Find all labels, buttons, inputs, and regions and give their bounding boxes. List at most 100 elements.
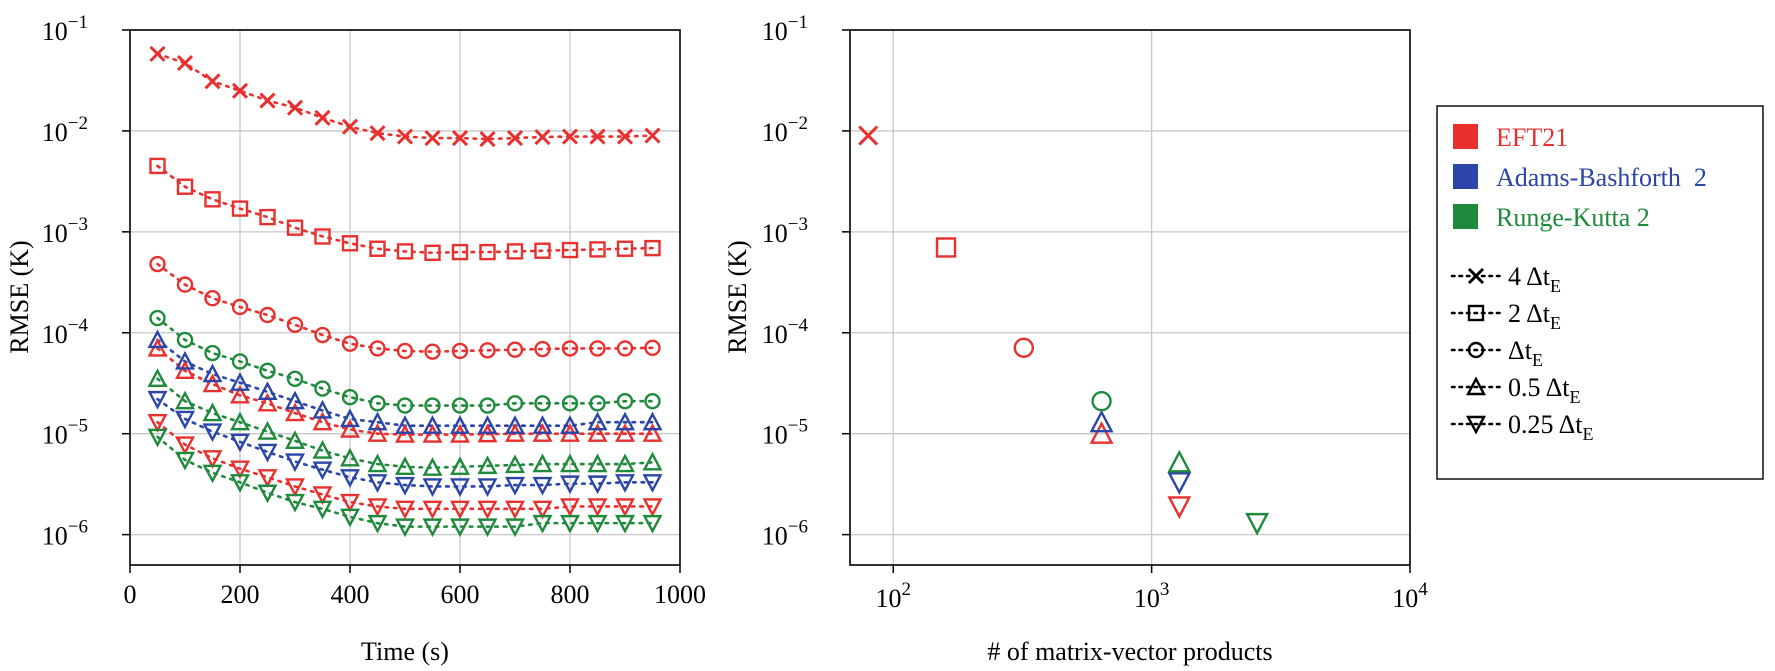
left-data-point bbox=[532, 453, 553, 473]
right-x-tick-label: 103 bbox=[1134, 579, 1170, 613]
left-data-point bbox=[642, 423, 663, 442]
right-x-tick-label: 104 bbox=[1392, 579, 1428, 613]
left-data-point bbox=[286, 99, 304, 116]
right-x-tick-label: 102 bbox=[876, 579, 912, 613]
left-x-tick-label: 0 bbox=[124, 580, 137, 609]
left-y-tick-label: 10−1 bbox=[42, 12, 88, 46]
right-data-point bbox=[1167, 472, 1192, 495]
right-data-point bbox=[1245, 512, 1270, 536]
right-ticks: 102 103 104 10−6 10−5 10−4 10−3 10−2 10−1 bbox=[762, 12, 1428, 613]
left-data-point bbox=[341, 388, 359, 406]
left-y-tick-label: 10−4 bbox=[42, 315, 89, 349]
legend-step-label: ΔtE bbox=[1508, 336, 1543, 370]
left-data-point bbox=[395, 518, 415, 538]
left-data-point bbox=[341, 335, 359, 352]
left-data-point bbox=[589, 395, 606, 412]
left-data-point bbox=[534, 128, 551, 146]
left-y-tick-label: 10−6 bbox=[42, 517, 88, 551]
left-data-point bbox=[450, 518, 470, 538]
left-data-point bbox=[616, 240, 634, 257]
left-series-markers bbox=[147, 45, 663, 538]
left-data-point bbox=[257, 421, 278, 440]
left-data-point bbox=[176, 331, 194, 349]
left-data-point bbox=[587, 453, 608, 473]
legend-method-label: Adams-Bashforth 2 bbox=[1496, 163, 1707, 192]
left-data-point bbox=[286, 316, 304, 333]
left-data-point bbox=[505, 415, 525, 434]
left-data-point bbox=[450, 500, 470, 520]
left-data-point bbox=[616, 392, 634, 410]
left-plot-frame bbox=[129, 29, 681, 566]
legend-marker bbox=[1466, 415, 1486, 435]
left-data-point bbox=[257, 392, 278, 412]
left-data-point bbox=[259, 208, 276, 226]
legend: EFT21 Adams-Bashforth 2 Runge-Kutta 2 4 Δt… bbox=[1436, 105, 1764, 480]
left-data-point bbox=[642, 411, 663, 431]
left-x-tick-label: 1000 bbox=[654, 580, 706, 609]
left-data-point bbox=[231, 298, 249, 316]
right-y-tick-label: 10−5 bbox=[762, 416, 808, 450]
left-data-point bbox=[259, 362, 276, 379]
right-data-point bbox=[1089, 421, 1114, 444]
legend-marker bbox=[1467, 267, 1485, 285]
left-data-point bbox=[147, 413, 168, 433]
left-data-point bbox=[340, 469, 360, 488]
right-y-tick-label: 10−3 bbox=[762, 214, 808, 248]
left-data-point bbox=[314, 228, 331, 245]
left-data-point bbox=[532, 514, 553, 534]
left-data-point bbox=[560, 498, 580, 518]
left-data-point bbox=[560, 453, 580, 473]
left-data-point bbox=[314, 380, 331, 397]
right-plot-frame bbox=[849, 29, 1411, 566]
left-data-point bbox=[231, 353, 249, 370]
left-data-point bbox=[147, 390, 168, 410]
left-data-point bbox=[231, 82, 249, 99]
left-data-point bbox=[534, 340, 551, 358]
left-data-point bbox=[422, 500, 443, 520]
left-data-point bbox=[285, 493, 305, 513]
left-data-point bbox=[286, 370, 304, 387]
left-data-point bbox=[506, 243, 524, 260]
left-data-point bbox=[477, 455, 498, 475]
left-data-point bbox=[230, 474, 250, 493]
legend-step-label: 2 ΔtE bbox=[1508, 299, 1561, 333]
left-data-point bbox=[615, 474, 635, 493]
left-data-point bbox=[644, 339, 661, 356]
left-data-point bbox=[176, 178, 194, 195]
legend-marker bbox=[1467, 304, 1485, 322]
left-data-point bbox=[396, 128, 414, 145]
left-data-point bbox=[451, 129, 469, 147]
left-data-point bbox=[147, 329, 168, 349]
left-data-point bbox=[560, 475, 580, 495]
left-data-point bbox=[615, 514, 635, 534]
left-data-point bbox=[644, 392, 661, 410]
left-data-point bbox=[561, 241, 579, 259]
left-data-point bbox=[589, 340, 606, 357]
left-data-point bbox=[642, 451, 663, 471]
left-data-point bbox=[312, 399, 333, 419]
left-data-point bbox=[314, 326, 331, 344]
left-data-point bbox=[587, 423, 608, 442]
left-series-line bbox=[156, 347, 654, 436]
right-grid bbox=[850, 29, 1411, 565]
left-data-point bbox=[149, 255, 166, 273]
left-data-point bbox=[314, 109, 331, 126]
legend-method-label: EFT21 bbox=[1496, 123, 1568, 152]
left-data-point bbox=[312, 461, 333, 481]
right-data-point bbox=[935, 237, 957, 258]
left-data-point bbox=[147, 368, 168, 387]
left-data-point bbox=[615, 411, 635, 431]
left-data-point bbox=[644, 127, 661, 144]
left-data-point bbox=[422, 478, 443, 498]
left-data-point bbox=[479, 243, 496, 261]
left-data-point bbox=[587, 475, 608, 495]
left-data-point bbox=[396, 397, 414, 414]
left-data-point bbox=[396, 243, 414, 260]
right-data-point bbox=[1167, 496, 1192, 520]
left-data-point bbox=[477, 478, 498, 498]
left-data-point bbox=[560, 415, 580, 434]
left-data-point bbox=[340, 418, 360, 438]
left-data-point bbox=[285, 402, 305, 422]
left-data-point bbox=[257, 381, 278, 401]
